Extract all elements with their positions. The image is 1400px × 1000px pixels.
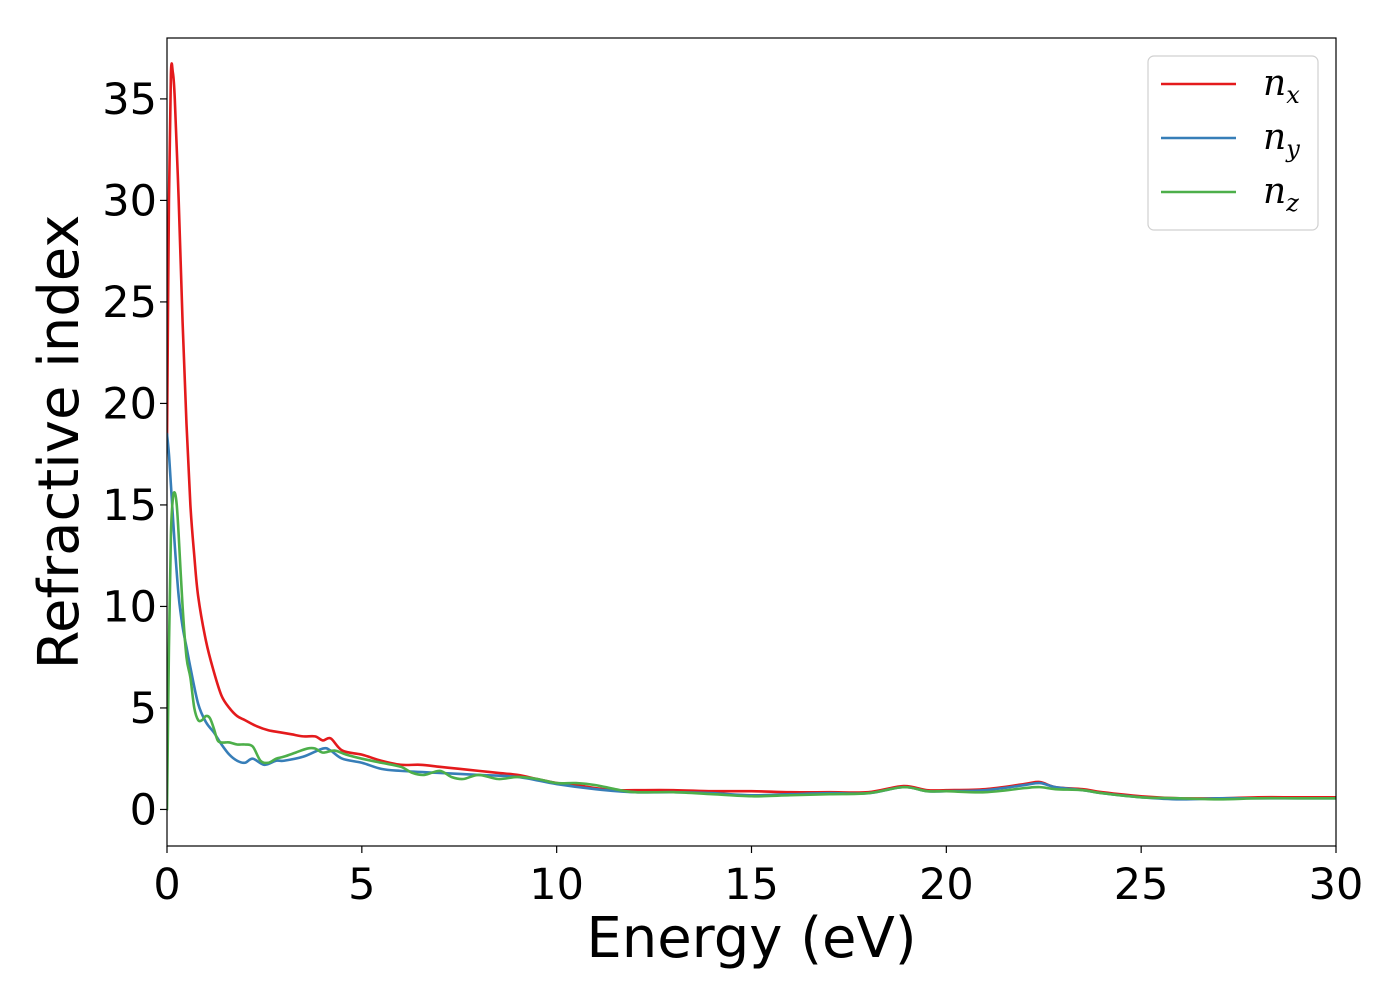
x-tick-label: 25 [1114, 860, 1169, 910]
x-tick-label: 20 [919, 860, 974, 910]
x-axis-ticks: 0 5 10 15 20 25 30 [153, 846, 1363, 910]
y-tick-label: 20 [102, 379, 157, 429]
x-tick-label: 0 [153, 860, 180, 910]
y-tick-label: 10 [102, 582, 157, 632]
y-tick-label: 5 [130, 684, 157, 734]
x-tick-label: 5 [348, 860, 375, 910]
series-line-z [167, 490, 1336, 811]
y-tick-label: 25 [102, 278, 157, 328]
y-tick-label: 15 [102, 481, 157, 531]
x-tick-label: 30 [1309, 860, 1364, 910]
x-axis-label: Energy (eV) [586, 906, 916, 971]
plot-lines [167, 62, 1336, 811]
legend-box [1147, 55, 1319, 231]
y-tick-label: 35 [102, 75, 157, 125]
y-tick-label: 30 [102, 176, 157, 226]
series-line-y [167, 432, 1336, 801]
x-tick-label: 10 [529, 860, 584, 910]
y-tick-label: 0 [130, 785, 157, 835]
plot-frame [166, 37, 1337, 847]
y-axis-label: Refractive index [27, 215, 92, 670]
x-tick-label: 15 [724, 860, 779, 910]
y-axis-ticks: 0 5 10 15 20 25 30 35 [102, 75, 167, 835]
